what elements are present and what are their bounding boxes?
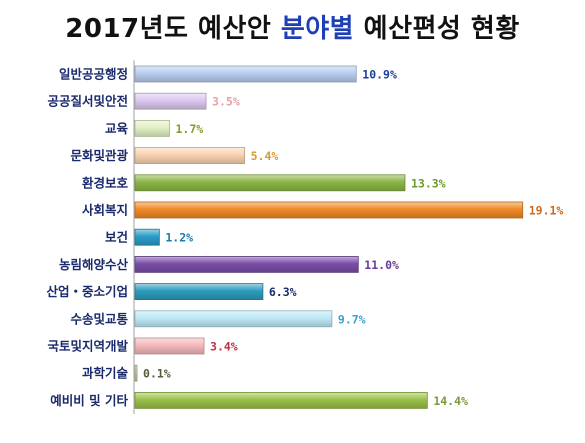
chart-title-highlight: 분야별	[280, 14, 355, 44]
bar	[134, 364, 138, 382]
value-label: 19.1%	[529, 204, 564, 218]
bar	[134, 337, 205, 355]
value-label: 9.7%	[338, 312, 366, 326]
value-label: 14.4%	[433, 394, 468, 408]
category-label: 과학기술	[82, 366, 129, 381]
bar	[134, 255, 359, 273]
category-label: 환경보호	[82, 175, 129, 190]
value-label: 3.4%	[210, 340, 238, 354]
value-label: 1.2%	[165, 231, 193, 245]
value-label: 1.7%	[176, 122, 204, 136]
bar	[134, 65, 357, 83]
bar	[134, 147, 246, 165]
category-label: 산업・중소기업	[46, 284, 128, 299]
chart-title-suffix: 예산편성 현황	[354, 14, 520, 44]
bar	[134, 310, 333, 328]
category-label: 공공질서및안전	[47, 94, 128, 109]
value-label: 11.0%	[364, 258, 399, 272]
chart-title: 2017년도 예산안 분야별 예산편성 현황	[0, 8, 585, 45]
category-label: 농림해양수산	[59, 257, 129, 272]
chart-title-prefix: 2017년도 예산안	[65, 14, 281, 44]
bar	[134, 120, 170, 137]
value-label: 5.4%	[251, 149, 279, 163]
chart-marks: 일반공공행정 10.9% 공공질서및안전 3.5% 교육 1.7% 문화및관광 5.4% 환경보…	[46, 65, 564, 409]
category-label: 교육	[105, 121, 129, 136]
bar	[134, 283, 264, 301]
bar	[134, 228, 160, 246]
value-label: 3.5%	[212, 95, 240, 109]
bar	[134, 391, 428, 409]
bar	[134, 201, 524, 219]
category-label: 사회복지	[82, 203, 128, 218]
bar	[134, 174, 406, 192]
category-label: 수송및교통	[70, 311, 128, 326]
bar	[134, 92, 207, 110]
category-label: 일반공공행정	[59, 67, 128, 82]
value-label: 10.9%	[362, 68, 397, 82]
value-label: 13.3%	[411, 176, 446, 190]
category-label: 예비비 및 기타	[50, 393, 128, 408]
category-label: 국토및지역개발	[47, 339, 128, 354]
value-label: 0.1%	[143, 367, 171, 381]
category-label: 보건	[105, 230, 128, 245]
value-label: 6.3%	[269, 285, 297, 299]
category-label: 문화및관광	[70, 148, 128, 163]
